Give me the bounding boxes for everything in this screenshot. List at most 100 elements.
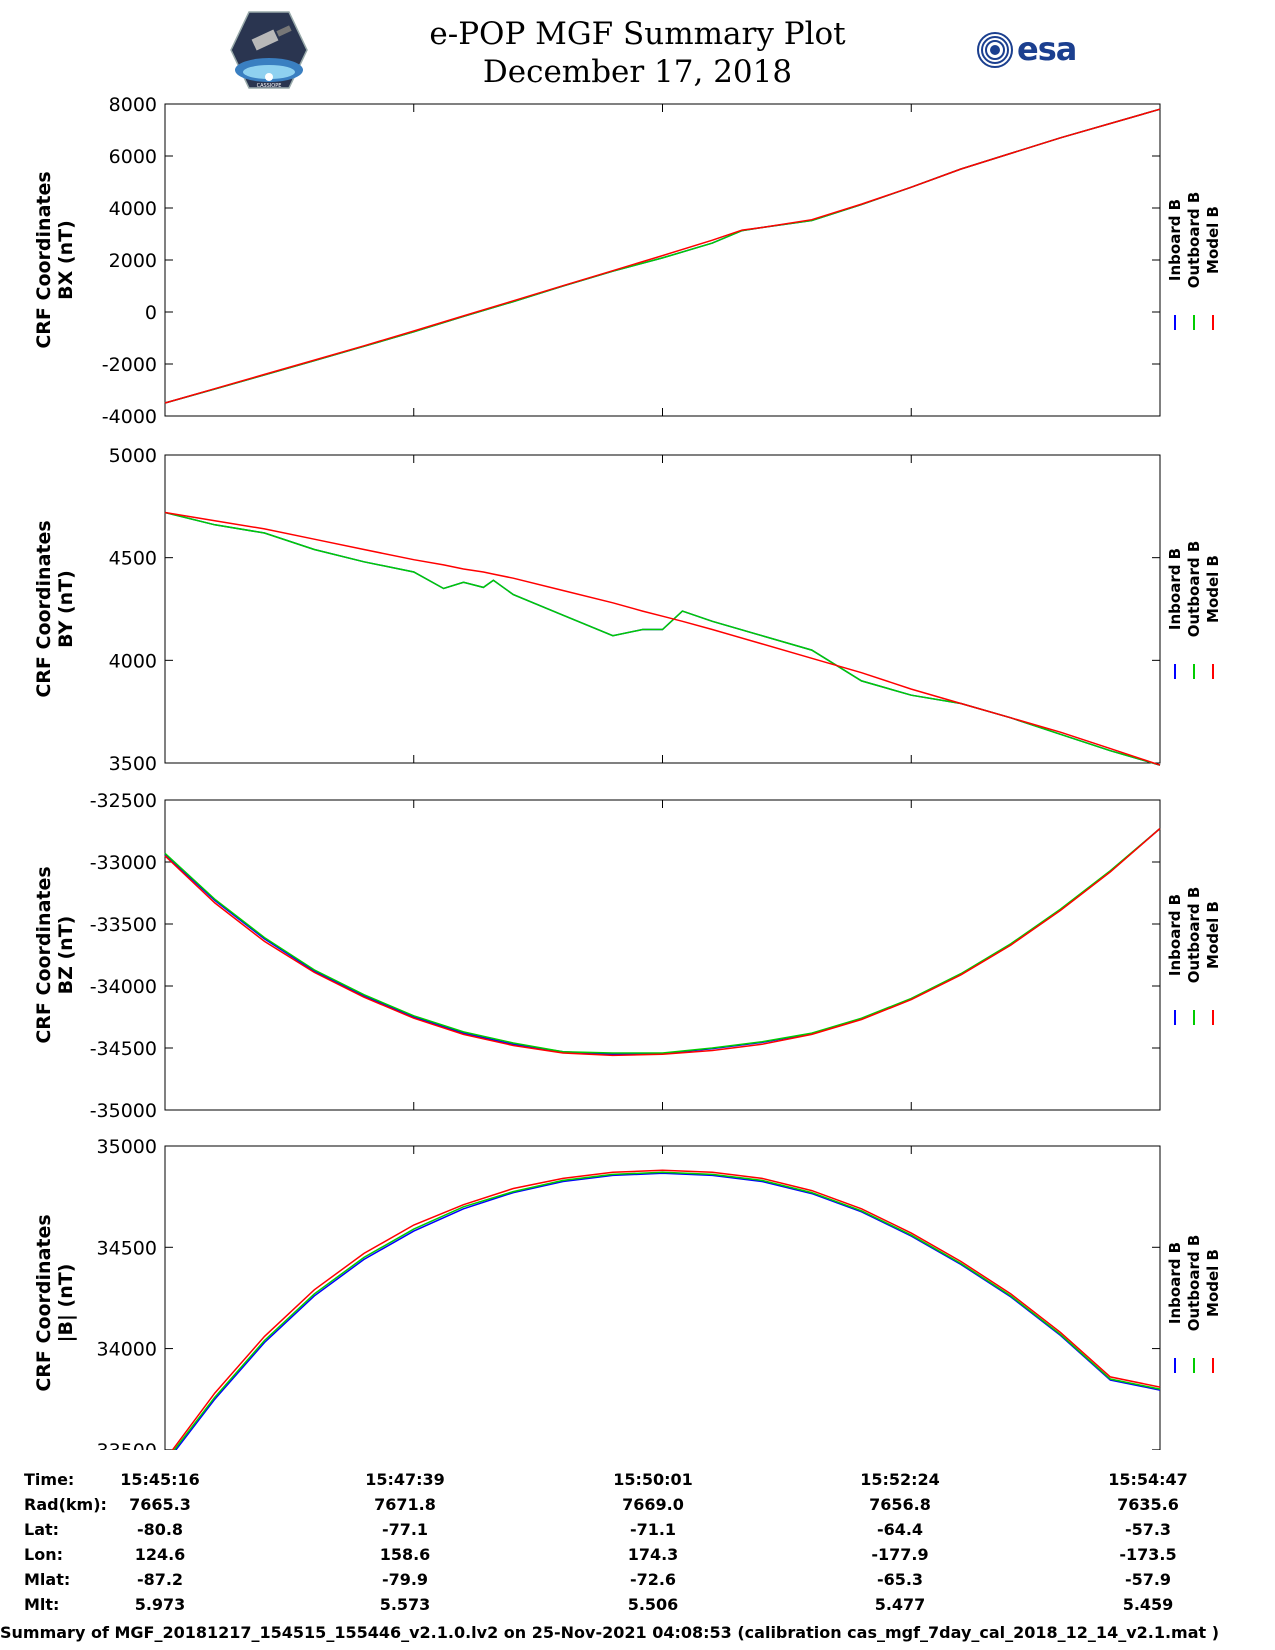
series-line-inboard-b	[164, 511, 1161, 766]
footer-value: -57.3	[1124, 1520, 1172, 1539]
plot-frame	[164, 799, 1161, 1111]
footer-row-label: Lat:	[24, 1520, 60, 1539]
y-axis-label: BX (nT)	[55, 220, 77, 300]
footer-value: -64.4	[876, 1520, 924, 1539]
legend-label: Inboard B	[1166, 1242, 1184, 1324]
y-tick-label: -4000	[102, 406, 157, 428]
y-axis-label: BZ (nT)	[55, 916, 77, 995]
y-tick-label: 0	[145, 302, 157, 324]
series-line-model-b	[171, 1169, 1161, 1450]
footer-value: 15:54:47	[1108, 1470, 1188, 1489]
footer-value: 158.6	[379, 1545, 431, 1564]
legend-label: Outboard B	[1185, 192, 1203, 289]
series-line-model-b	[164, 827, 1161, 1057]
page-subtitle-date: December 17, 2018	[482, 54, 793, 90]
esa-logo-mark	[977, 32, 1013, 68]
legend-label: Model B	[1204, 901, 1222, 969]
plot-frame	[164, 454, 1161, 764]
footer-row-label: Mlat:	[24, 1570, 71, 1589]
cassiope-mission-logo: CASSIOPE	[230, 11, 308, 89]
chart-panel-3: -35000 -34500 -34000 -33500 -33000 -32500 CRF …	[33, 790, 1222, 1122]
y-axis-label: CRF Coordinates	[33, 866, 55, 1043]
y-axis-label: CRF Coordinates	[33, 171, 55, 348]
footer-value: -57.9	[1124, 1570, 1172, 1589]
footer-value: -72.6	[629, 1570, 677, 1589]
footer-row-mlt: Mlt: 5.973 5.573 5.506 5.477 5.459	[0, 1595, 1275, 1620]
footer-value: 7635.6	[1117, 1495, 1179, 1514]
y-tick-label: 2000	[109, 250, 157, 272]
series-line-outboard-b	[173, 1171, 1161, 1450]
footer-value: 5.506	[627, 1595, 679, 1614]
y-tick-label: -35000	[90, 1100, 157, 1122]
series-line-model-b	[164, 511, 1161, 766]
y-axis-label: |B| (nT)	[55, 1264, 77, 1343]
y-tick-label: 4000	[109, 198, 157, 220]
y-tick-label: 34000	[97, 1339, 157, 1361]
legend-label: Inboard B	[1166, 894, 1184, 976]
legend-label: Outboard B	[1185, 541, 1203, 638]
legend-label: Outboard B	[1185, 887, 1203, 984]
chart-panel-4: 33500 34000 34500 35000 CRF Coordinates|B| (…	[33, 1136, 1222, 1450]
page-title: e-POP MGF Summary Plot	[429, 16, 846, 52]
summary-caption: Summary of MGF_20181217_154515_155446_v2…	[0, 1623, 1220, 1642]
y-tick-label: -34000	[90, 976, 157, 998]
footer-row-label: Mlt:	[24, 1595, 60, 1614]
y-tick-label: 33500	[97, 1440, 157, 1450]
y-tick-label: 3500	[109, 753, 157, 775]
footer-row-label: Lon:	[24, 1545, 63, 1564]
y-tick-label: 6000	[109, 146, 157, 168]
y-tick-label: 4500	[109, 548, 157, 570]
y-axis-label: BY (nT)	[55, 570, 77, 648]
footer-value: 5.573	[379, 1595, 431, 1614]
footer-value: 7669.0	[622, 1495, 684, 1514]
legend-label: Inboard B	[1166, 199, 1184, 281]
footer-row-label: Time:	[24, 1470, 75, 1489]
y-tick-label: 35000	[97, 1136, 157, 1158]
footer-row-mlat: Mlat: -87.2 -79.9 -72.6 -65.3 -57.9	[0, 1570, 1275, 1595]
y-axis-label: CRF Coordinates	[33, 1214, 55, 1391]
series-line-model-b	[164, 108, 1161, 404]
footer-value: -87.2	[136, 1570, 184, 1589]
series-line-outboard-b	[164, 827, 1161, 1054]
footer-value: -79.9	[381, 1570, 429, 1589]
footer-value: 5.973	[134, 1595, 186, 1614]
footer-value: 7656.8	[869, 1495, 931, 1514]
footer-value: 15:47:39	[365, 1470, 445, 1489]
chart-panel-2: 3500 4000 4500 5000 CRF Coordinates BY (nT) In…	[33, 445, 1222, 775]
plot-frame	[164, 1145, 1161, 1450]
footer-value: 124.6	[134, 1545, 186, 1564]
footer-value: 15:52:24	[860, 1470, 940, 1489]
y-tick-label: 5000	[109, 445, 157, 467]
chart-area: -4000 -2000 0 2000 4000 6000 8000 CRF Coordinat…	[33, 94, 1222, 1450]
footer-row-rad: Rad(km): 7665.3 7671.8 7669.0 7656.8 7635.6	[0, 1495, 1275, 1520]
footer-value: -80.8	[136, 1520, 184, 1539]
footer-value: -65.3	[876, 1570, 924, 1589]
y-tick-label: -32500	[90, 790, 157, 812]
y-tick-label: -33000	[90, 852, 157, 874]
footer-value: 15:45:16	[120, 1470, 200, 1489]
y-tick-label: 4000	[109, 650, 157, 672]
footer-value: 5.477	[874, 1595, 926, 1614]
footer-value: -71.1	[629, 1520, 677, 1539]
plot-frame	[164, 103, 1161, 417]
y-tick-label: -33500	[90, 914, 157, 936]
footer-row-time: Time: 15:45:16 15:47:39 15:50:01 15:52:24 15:…	[0, 1470, 1275, 1495]
y-tick-label: 34500	[97, 1237, 157, 1259]
footer-value: 15:50:01	[613, 1470, 693, 1489]
footer-value: -173.5	[1119, 1545, 1177, 1564]
series-line-inboard-b	[174, 1172, 1161, 1450]
legend-label: Model B	[1204, 206, 1222, 274]
footer-value: 7671.8	[374, 1495, 436, 1514]
y-axis-label: CRF Coordinates	[33, 520, 55, 697]
series-line-inboard-b	[164, 827, 1161, 1055]
chart-panel-1: -4000 -2000 0 2000 4000 6000 8000 CRF Coordinat…	[33, 94, 1222, 428]
esa-logo-text: esa	[1017, 30, 1077, 68]
y-tick-label: 8000	[109, 94, 157, 116]
footer-value: 5.459	[1122, 1595, 1174, 1614]
legend-label: Inboard B	[1166, 548, 1184, 630]
footer-value: 174.3	[627, 1545, 679, 1564]
series-line-outboard-b	[164, 511, 1161, 766]
y-tick-label: -2000	[102, 354, 157, 376]
footer-row-label: Rad(km):	[24, 1495, 107, 1514]
footer-value: 7665.3	[129, 1495, 191, 1514]
